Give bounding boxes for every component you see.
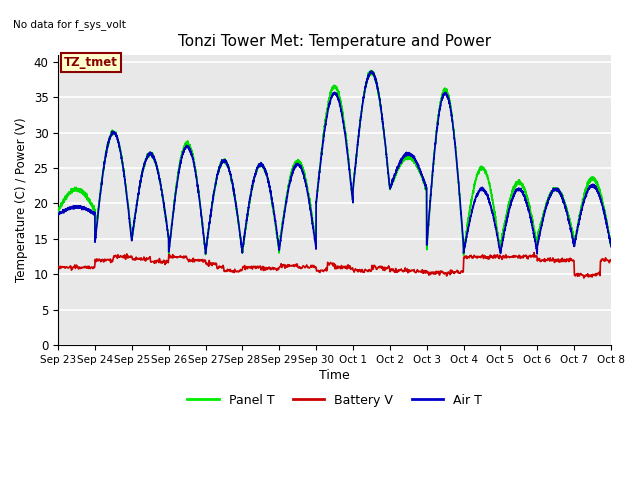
Legend: Panel T, Battery V, Air T: Panel T, Battery V, Air T [182,389,487,412]
Title: Tonzi Tower Met: Temperature and Power: Tonzi Tower Met: Temperature and Power [178,34,491,49]
Y-axis label: Temperature (C) / Power (V): Temperature (C) / Power (V) [15,118,28,282]
Text: TZ_tmet: TZ_tmet [64,56,118,69]
Text: No data for f_sys_volt: No data for f_sys_volt [13,19,125,30]
X-axis label: Time: Time [319,369,350,382]
